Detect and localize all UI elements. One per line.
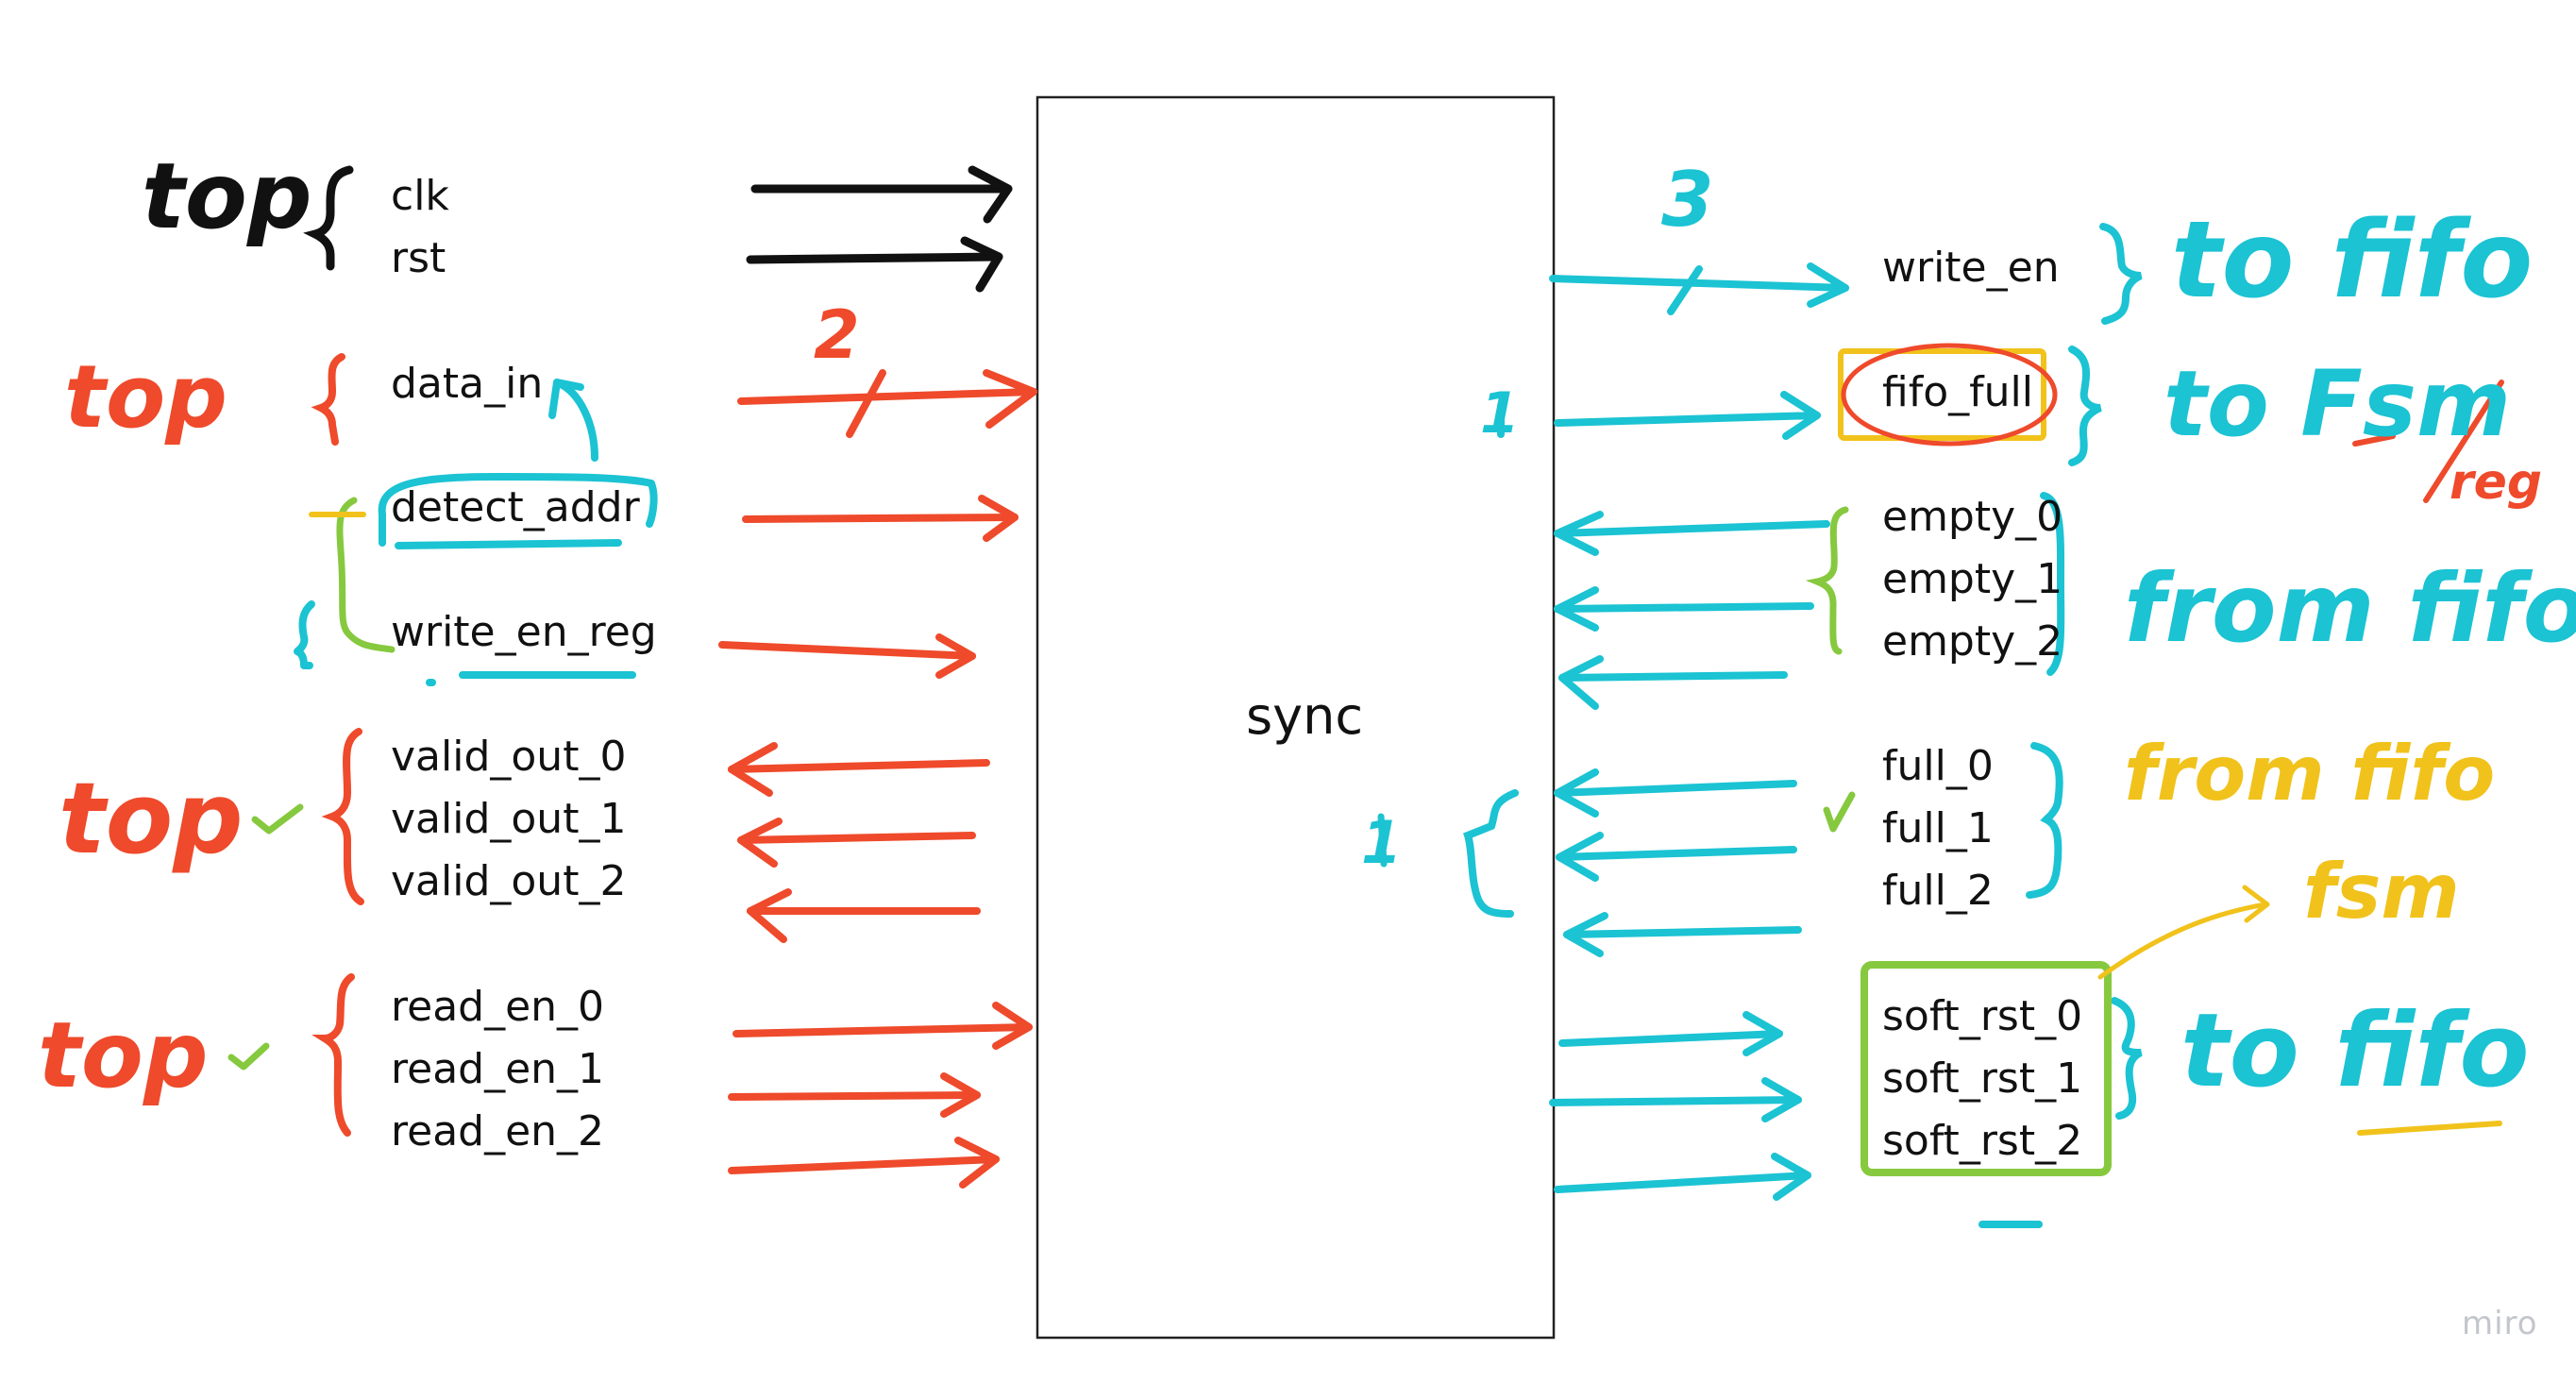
one-tick-full bbox=[1377, 813, 1388, 868]
signal-read-en-1: read_en_1 bbox=[391, 1045, 605, 1093]
signal-soft-rst-0: soft_rst_0 bbox=[1882, 992, 2083, 1040]
fsm-red-underline bbox=[2352, 433, 2396, 447]
note-bus-width-3: 3 bbox=[1661, 156, 1714, 244]
to-fifo-yellow-underline bbox=[2357, 1121, 2502, 1136]
write-en-arrow bbox=[1549, 262, 1849, 315]
valid-out-brace bbox=[321, 728, 364, 905]
detect-addr-arrow bbox=[742, 495, 1019, 542]
fifo-full-close-brace bbox=[2068, 346, 2102, 466]
note-to-fifo-1: to fifo bbox=[2171, 199, 2534, 322]
signal-full-0: full_0 bbox=[1882, 742, 1994, 790]
note-top-red-3: top bbox=[38, 1003, 209, 1108]
signal-valid-out-2: valid_out_2 bbox=[391, 857, 627, 905]
full-close-brace bbox=[2026, 742, 2063, 899]
signal-empty-0: empty_0 bbox=[1882, 493, 2063, 541]
empty-arrows bbox=[1554, 511, 1830, 710]
signal-read-en-2: read_en_2 bbox=[391, 1107, 605, 1155]
sync-block-label: sync bbox=[1246, 686, 1364, 746]
read-en-arrows bbox=[728, 1002, 1033, 1189]
signal-write-en-reg: write_en_reg bbox=[391, 608, 657, 656]
signal-data-in: data_in bbox=[391, 360, 544, 408]
signal-valid-out-1: valid_out_1 bbox=[391, 795, 627, 843]
rst-arrow bbox=[746, 236, 1003, 293]
note-top-black: top bbox=[142, 143, 312, 249]
fsm-slash bbox=[2423, 379, 2504, 503]
data-in-brace bbox=[311, 353, 345, 446]
soft-rst-yellow-arrow bbox=[2097, 902, 2268, 980]
fifo-full-red-circle bbox=[1841, 343, 2058, 447]
empty-close-brace bbox=[2040, 492, 2065, 676]
valid-out-arrows bbox=[728, 742, 990, 943]
signal-fifo-full: fifo_full bbox=[1882, 368, 2033, 416]
note-one-full: 1 bbox=[1361, 808, 1403, 877]
clk-arrow bbox=[750, 165, 1013, 224]
write-en-reg-arrow bbox=[718, 633, 976, 679]
detect-addr-highlight bbox=[294, 379, 658, 686]
note-to-fifo-2: to fifo bbox=[2180, 992, 2530, 1110]
read-en-brace bbox=[311, 973, 355, 1137]
signal-soft-rst-1: soft_rst_1 bbox=[1882, 1054, 2083, 1103]
soft-rst-green-box bbox=[1860, 961, 2112, 1176]
miro-watermark: miro bbox=[2462, 1305, 2538, 1342]
note-bus-width-2: 2 bbox=[814, 296, 860, 374]
signal-empty-2: empty_2 bbox=[1882, 617, 2063, 666]
signal-full-2: full_2 bbox=[1882, 867, 1994, 915]
write-en-close-brace bbox=[2099, 223, 2143, 325]
soft-rst-yellow-arrowhead bbox=[2242, 885, 2270, 923]
green-brace-left bbox=[336, 497, 396, 653]
note-from-fifo-2: from fifo bbox=[2124, 730, 2496, 818]
note-from-fifo-1: from fifo bbox=[2124, 553, 2576, 664]
note-reg: reg bbox=[2450, 454, 2543, 511]
note-to-fsm: to Fsm bbox=[2164, 351, 2512, 457]
check-valid-out bbox=[251, 803, 304, 835]
check-read-en bbox=[227, 1042, 270, 1071]
signal-valid-out-0: valid_out_0 bbox=[391, 733, 627, 781]
signal-read-en-0: read_en_0 bbox=[391, 983, 605, 1031]
fifo-full-arrow bbox=[1497, 391, 1821, 440]
signal-write-en: write_en bbox=[1882, 244, 2060, 292]
signal-rst: rst bbox=[391, 234, 446, 282]
soft-rst-close-brace bbox=[2111, 997, 2144, 1120]
fifo-full-yellow-box bbox=[1838, 348, 2046, 441]
signal-full-1: full_1 bbox=[1882, 804, 1994, 852]
note-fsm: fsm bbox=[2303, 848, 2460, 936]
signal-empty-1: empty_1 bbox=[1882, 555, 2063, 603]
soft-rst-arrows bbox=[1549, 1011, 1811, 1201]
note-top-red-2: top bbox=[59, 761, 244, 876]
signal-soft-rst-2: soft_rst_2 bbox=[1882, 1117, 2083, 1165]
signal-detect-addr: detect_addr bbox=[391, 483, 640, 531]
check-full bbox=[1823, 791, 1856, 833]
top-brace-black bbox=[303, 165, 354, 271]
full-brace bbox=[1463, 789, 1519, 918]
full-arrows bbox=[1554, 768, 1802, 957]
signal-clk: clk bbox=[391, 172, 449, 220]
data-in-arrow bbox=[737, 369, 1037, 438]
note-one-fifo-full: 1 bbox=[1480, 380, 1520, 447]
note-top-red-1: top bbox=[64, 346, 228, 447]
sync-block bbox=[1035, 95, 1556, 1340]
empty-green-brace bbox=[1805, 506, 1849, 655]
